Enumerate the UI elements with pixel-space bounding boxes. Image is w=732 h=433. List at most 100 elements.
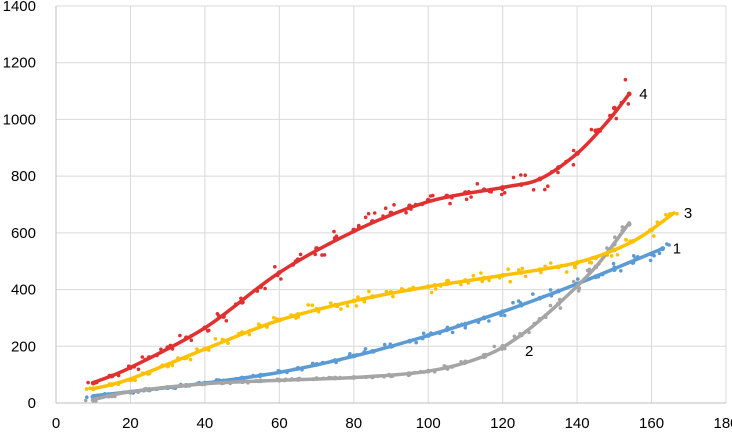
series-label-2: 2	[525, 343, 533, 360]
data-point-noise	[140, 355, 145, 359]
data-point-noise	[587, 267, 592, 272]
data-point-noise	[178, 333, 182, 338]
data-point-noise	[519, 173, 523, 177]
data-point-noise	[571, 279, 576, 284]
data-point-noise	[363, 215, 368, 220]
data-point-noise	[298, 252, 303, 257]
data-point-noise	[624, 237, 628, 242]
data-point-noise	[272, 315, 276, 320]
data-point-noise	[213, 337, 218, 341]
data-point-noise	[615, 253, 620, 257]
data-point-noise	[136, 367, 141, 372]
y-tick-label: 1000	[3, 111, 36, 128]
series-label-3: 3	[684, 205, 692, 222]
data-point-noise	[576, 277, 580, 281]
trend-line-series-4	[91, 92, 631, 385]
data-point-noise	[623, 77, 628, 82]
data-point-noise	[433, 287, 438, 291]
y-tick-label: 400	[11, 282, 36, 299]
data-point-noise	[531, 292, 535, 296]
data-point-noise	[383, 206, 388, 210]
trend-lines	[91, 92, 676, 402]
data-point-noise	[492, 344, 497, 349]
data-point-noise	[310, 303, 315, 308]
data-point-noise	[332, 229, 336, 234]
data-point-noise	[613, 235, 617, 239]
data-point-noise	[576, 289, 581, 293]
data-point-noise	[450, 330, 455, 335]
x-tick-label: 60	[271, 415, 288, 432]
y-tick-label: 800	[11, 168, 36, 185]
data-point-noise	[502, 191, 507, 195]
data-point-noise	[548, 288, 553, 292]
data-point-noise	[366, 211, 371, 216]
data-point-noise	[571, 148, 576, 153]
data-point-noise	[263, 286, 267, 291]
data-point-noise	[508, 279, 512, 284]
trend-line-series-3	[91, 211, 676, 391]
data-point-noise	[549, 261, 553, 265]
x-tick-label: 0	[52, 415, 60, 432]
data-point-noise	[404, 210, 408, 215]
x-tick-label: 100	[416, 415, 441, 432]
x-tick-label: 180	[713, 415, 732, 432]
data-point-noise	[329, 301, 333, 305]
data-point-noise	[657, 251, 662, 256]
data-point-noise	[247, 332, 252, 337]
data-point-noise	[320, 253, 324, 257]
data-point-noise	[363, 347, 368, 351]
data-point-noise	[531, 188, 536, 192]
data-point-noise	[614, 116, 619, 121]
data-point-noise	[546, 184, 550, 188]
data-point-noise	[511, 175, 516, 180]
data-point-noise	[189, 338, 194, 343]
data-point-noise	[520, 266, 525, 271]
data-point-noise	[487, 319, 491, 323]
data-point-noise	[506, 267, 511, 272]
data-point-noise	[446, 278, 451, 283]
y-tick-label: 0	[28, 395, 36, 412]
grid-lines	[56, 5, 727, 403]
data-point-noise	[459, 282, 463, 287]
data-point-noise	[367, 289, 371, 294]
data-point-noise	[479, 271, 483, 275]
data-point-noise	[195, 347, 199, 351]
y-axis-tick-labels: 0 200 400 600 800 1000 1200 1400	[3, 0, 36, 412]
data-point-noise	[431, 193, 435, 198]
data-point-noise	[356, 295, 360, 299]
data-point-noise	[463, 325, 468, 330]
x-tick-label: 80	[345, 415, 362, 432]
data-point-noise	[464, 197, 469, 202]
data-point-noise	[88, 386, 92, 391]
data-point-noise	[83, 398, 88, 403]
data-point-noise	[471, 273, 476, 278]
series-label-4: 4	[639, 86, 647, 103]
data-point-noise	[626, 102, 631, 106]
y-tick-label: 200	[11, 338, 36, 355]
data-point-noise	[588, 260, 592, 265]
data-point-noise	[372, 211, 377, 215]
data-point-noise	[362, 299, 367, 304]
data-point-noise	[421, 331, 426, 336]
x-tick-label: 140	[565, 415, 590, 432]
data-point-noise	[664, 212, 668, 217]
data-point-noise	[273, 265, 277, 269]
data-point-noise	[611, 261, 616, 266]
y-tick-label: 600	[11, 225, 36, 242]
data-point-noise	[652, 234, 656, 238]
y-tick-label: 1400	[3, 0, 36, 15]
y-tick-label: 1200	[3, 55, 36, 72]
x-axis-tick-labels: 0 20 40 60 80 100 120 140 160 180	[52, 415, 732, 432]
data-point-noise	[543, 187, 547, 192]
data-point-noise	[469, 195, 473, 199]
x-tick-label: 160	[639, 415, 664, 432]
data-point-noise	[354, 304, 359, 308]
data-point-noise	[523, 173, 527, 177]
data-point-noise	[573, 264, 577, 268]
data-point-noise	[339, 307, 343, 311]
trend-line-series-2	[91, 221, 631, 402]
data-point-noise	[279, 277, 283, 281]
data-point-noise	[133, 378, 137, 383]
data-point-noise	[475, 182, 480, 186]
